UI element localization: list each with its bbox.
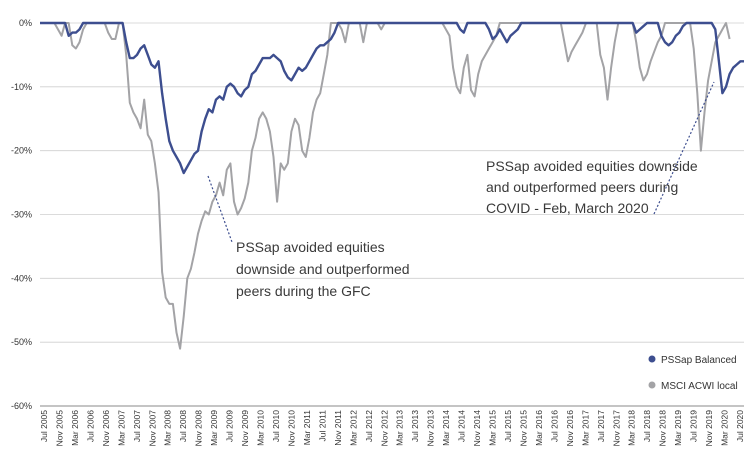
gfc-annotation-line-1: PSSap avoided equities xyxy=(236,239,385,255)
x-tick-label: Mar 2009 xyxy=(209,410,219,446)
x-tick-label: Nov 2012 xyxy=(379,410,389,447)
x-tick-label: Jul 2019 xyxy=(689,410,699,442)
x-tick-label: Jul 2014 xyxy=(457,410,467,442)
x-tick-label: Nov 2007 xyxy=(147,410,157,447)
legend-label-pssap: PSSap Balanced xyxy=(661,355,737,366)
y-tick-label: -50% xyxy=(11,337,32,347)
x-tick-label: Jul 2010 xyxy=(271,410,281,442)
series-line-pssap-balanced xyxy=(40,21,744,175)
x-tick-label: Jul 2018 xyxy=(642,410,652,442)
x-tick-label: Mar 2006 xyxy=(70,410,80,446)
x-tick-label: Jul 2011 xyxy=(317,410,327,442)
x-tick-label: Nov 2014 xyxy=(472,410,482,447)
x-tick-label: Mar 2015 xyxy=(488,410,498,446)
x-tick-label: Jul 2012 xyxy=(364,410,374,442)
legend-label-msci: MSCI ACWI local xyxy=(661,381,738,392)
y-tick-label: 0% xyxy=(19,18,32,28)
gfc-annotation: PSSap avoided equities downside and outp… xyxy=(236,239,413,299)
x-tick-label: Nov 2011 xyxy=(333,410,343,446)
covid-annotation-line-3: COVID - Feb, March 2020 xyxy=(486,200,649,216)
x-tick-label: Nov 2009 xyxy=(240,410,250,447)
x-tick-label: Mar 2014 xyxy=(441,410,451,446)
y-tick-label: -30% xyxy=(11,210,32,220)
covid-annotation-line-2: and outperformed peers during xyxy=(486,179,678,195)
y-tick-label: -40% xyxy=(11,273,32,283)
y-tick-label: -60% xyxy=(11,401,32,411)
x-axis-ticks: Jul 2005 Nov 2005 Mar 2006 Jul 2006 Nov 2006… xyxy=(39,410,745,447)
x-tick-label: Jul 2009 xyxy=(225,410,235,442)
legend: PSSap Balanced MSCI ACWI local xyxy=(648,355,738,392)
y-tick-label: -20% xyxy=(11,146,32,156)
x-tick-label: Nov 2006 xyxy=(101,410,111,447)
y-axis-ticks: 0% -10% -20% -30% -40% -50% -60% xyxy=(11,18,32,411)
x-tick-label: Mar 2019 xyxy=(673,410,683,446)
x-tick-label: Mar 2020 xyxy=(720,410,730,446)
x-tick-label: Nov 2015 xyxy=(518,410,528,447)
x-tick-label: Nov 2016 xyxy=(565,410,575,447)
x-tick-label: Jul 2015 xyxy=(503,410,513,442)
covid-annotation-line-1: PSSap avoided equities downside xyxy=(486,158,698,174)
x-tick-label: Jul 2017 xyxy=(596,410,606,442)
legend-marker-pssap xyxy=(648,355,656,363)
gfc-annotation-line-2: downside and outperformed xyxy=(236,261,410,277)
gfc-annotation-line-3: peers during the GFC xyxy=(236,283,371,299)
x-tick-label: Jul 2016 xyxy=(549,410,559,442)
x-tick-label: Mar 2017 xyxy=(580,410,590,446)
x-tick-label: Jul 2013 xyxy=(410,410,420,442)
x-tick-label: Nov 2019 xyxy=(704,410,714,447)
x-tick-label: Mar 2016 xyxy=(534,410,544,446)
x-tick-label: Nov 2018 xyxy=(658,410,668,447)
x-tick-label: Mar 2011 xyxy=(302,410,312,446)
covid-annotation: PSSap avoided equities downside and outp… xyxy=(486,158,702,216)
x-tick-label: Nov 2013 xyxy=(426,410,436,447)
series-lines xyxy=(40,21,744,350)
x-tick-label: Jul 2020 xyxy=(735,410,745,442)
x-tick-label: Mar 2007 xyxy=(116,410,126,446)
legend-marker-msci xyxy=(648,381,656,389)
x-tick-label: Mar 2013 xyxy=(395,410,405,446)
y-tick-label: -10% xyxy=(11,82,32,92)
x-tick-label: Nov 2010 xyxy=(286,410,296,447)
x-tick-label: Nov 2008 xyxy=(194,410,204,447)
x-tick-label: Mar 2018 xyxy=(627,410,637,446)
x-tick-label: Mar 2008 xyxy=(163,410,173,446)
x-tick-label: Mar 2010 xyxy=(256,410,266,446)
x-tick-label: Jul 2005 xyxy=(39,410,49,442)
x-tick-label: Jul 2006 xyxy=(85,410,95,442)
x-tick-label: Nov 2017 xyxy=(611,410,621,447)
x-tick-label: Nov 2005 xyxy=(54,410,64,447)
gridlines xyxy=(40,22,744,407)
x-tick-label: Jul 2008 xyxy=(178,410,188,442)
x-tick-label: Jul 2007 xyxy=(132,410,142,442)
covid-annotation-leader xyxy=(653,81,715,215)
x-tick-label: Mar 2012 xyxy=(348,410,358,446)
